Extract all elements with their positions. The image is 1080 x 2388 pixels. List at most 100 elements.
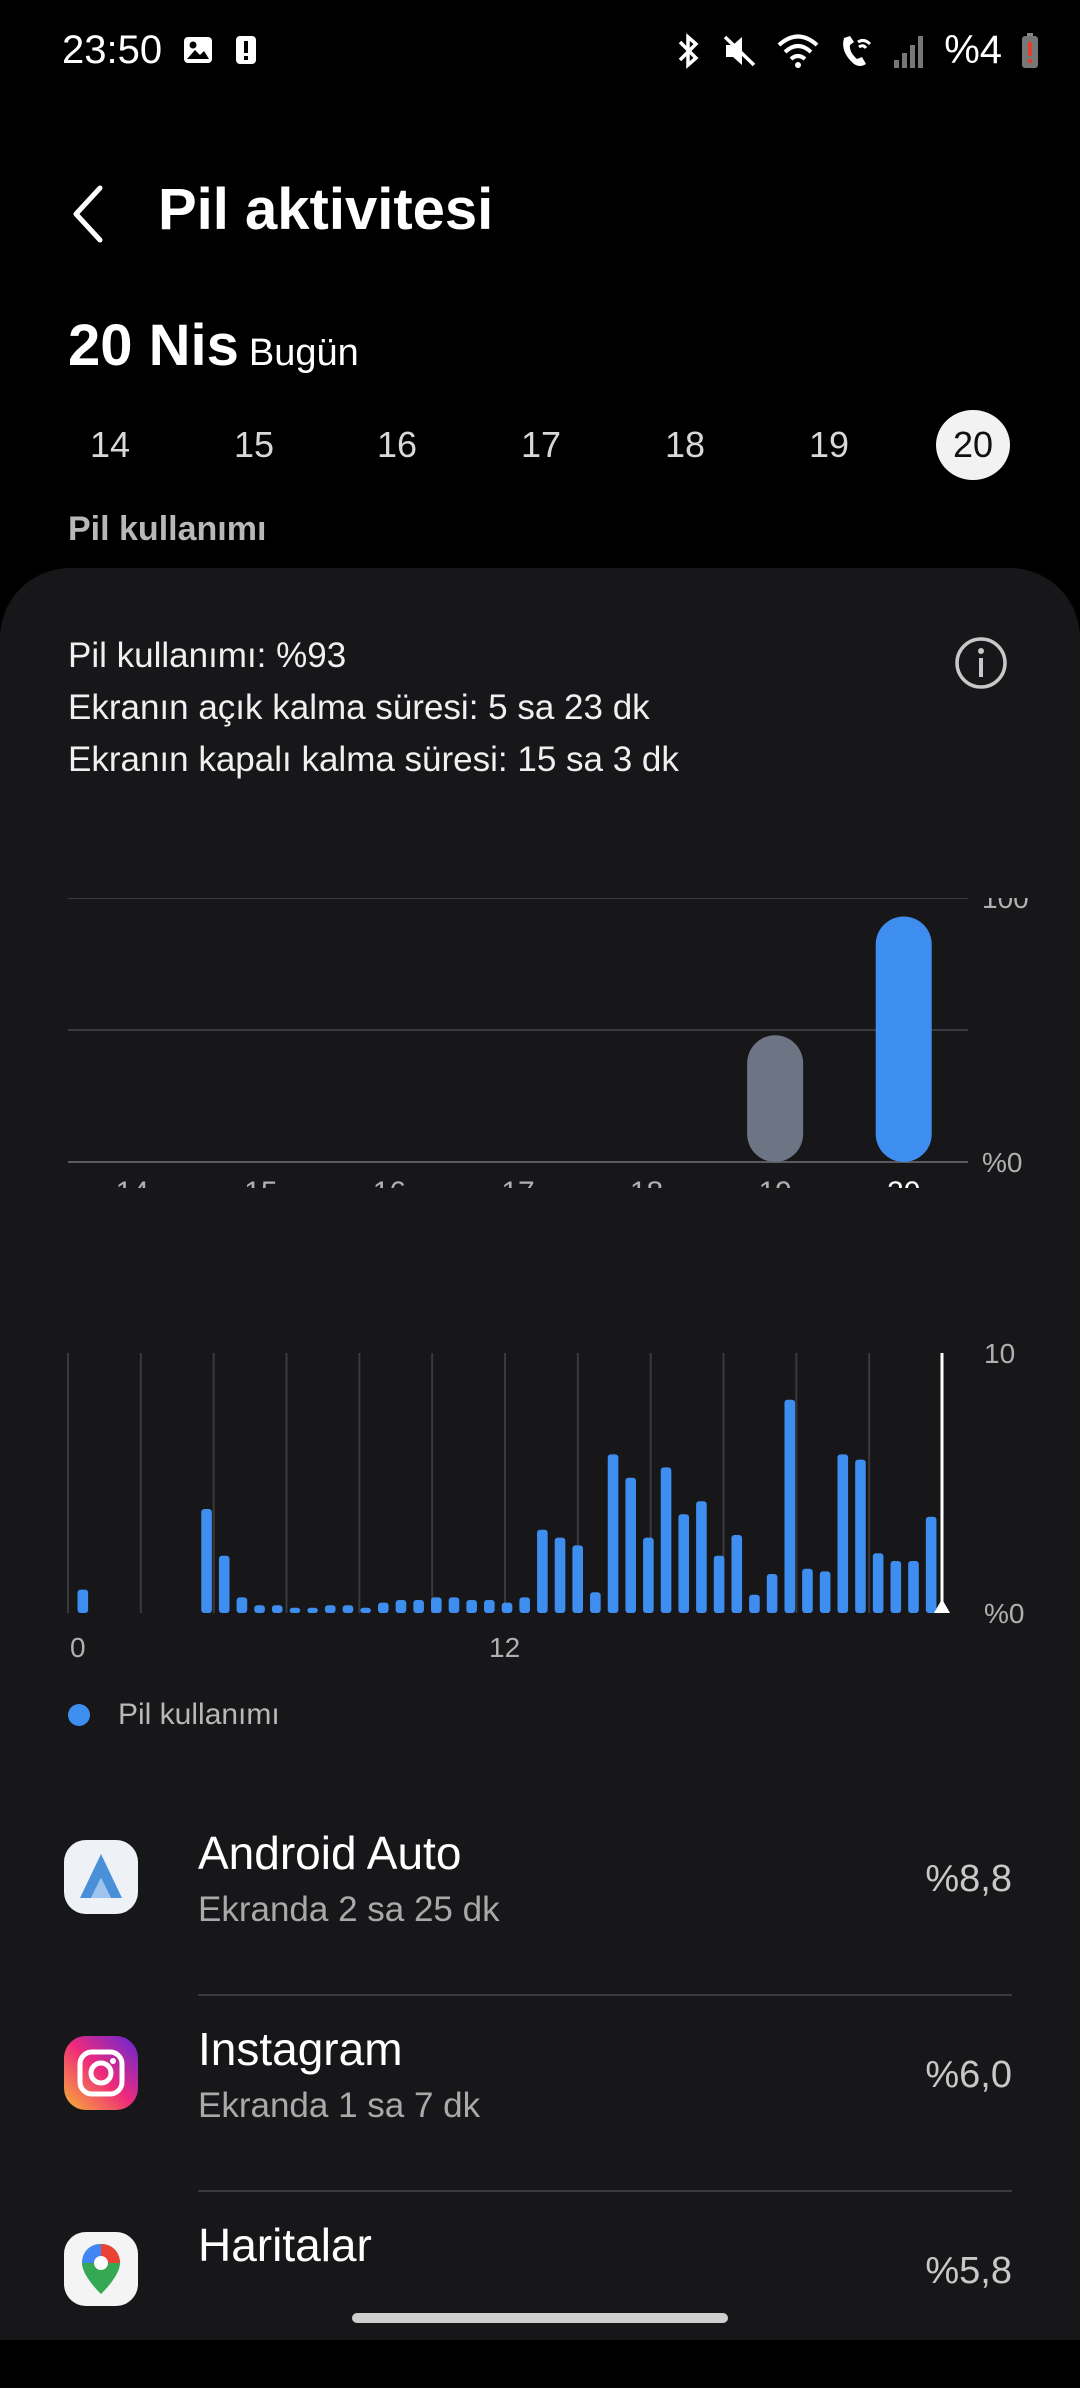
hourly-bar (519, 1597, 530, 1613)
page-title: Pil aktivitesi (158, 177, 494, 242)
section-label: Pil kullanımı (68, 510, 267, 548)
hourly-bar (77, 1589, 89, 1613)
divider (198, 2190, 1012, 2192)
current-time-triangle (934, 1599, 950, 1613)
app-name: Android Auto (198, 1827, 462, 1879)
x-tick-label: 17 (501, 1176, 534, 1188)
usage-summary: Pil kullanımı: %93 Ekranın açık kalma sü… (68, 630, 679, 786)
hourly-bar (413, 1600, 424, 1613)
app-row-instagram[interactable]: Instagram Ekranda 1 sa 7 dk %6,0 (0, 1996, 1080, 2192)
app-row-haritalar[interactable]: Haritalar %5,8 (0, 2192, 1080, 2388)
hourly-bar (554, 1537, 566, 1613)
app-percent: %6,0 (925, 2054, 1012, 2096)
info-icon[interactable] (954, 636, 1008, 690)
chart-legend: Pil kullanımı (68, 1698, 280, 1732)
hourly-bar (236, 1597, 248, 1613)
day-14[interactable]: 14 (89, 424, 131, 465)
wifi-call-icon (843, 35, 872, 66)
x-tick-label: 15 (244, 1176, 277, 1188)
battery-low-icon (1022, 32, 1038, 68)
hourly-bar (802, 1568, 813, 1613)
signal-icon (894, 35, 924, 68)
hourly-bar (837, 1454, 849, 1613)
day-17[interactable]: 17 (520, 424, 562, 465)
x-tick-label: 12 (489, 1632, 520, 1663)
instagram-icon (64, 2036, 138, 2110)
hourly-bar (643, 1537, 654, 1613)
android-auto-icon (64, 1840, 138, 1914)
screen-on-time: Ekranın açık kalma süresi: 5 sa 23 dk (68, 688, 650, 727)
hourly-bar (890, 1561, 902, 1613)
hourly-bar (766, 1574, 778, 1613)
day-15[interactable]: 15 (233, 424, 275, 465)
y-tick-label: %0 (984, 1598, 1024, 1629)
app-name: Haritalar (198, 2219, 372, 2271)
y-tick-label: %0 (982, 1147, 1022, 1178)
legend-dot (68, 1704, 90, 1726)
day-16[interactable]: 16 (376, 424, 418, 465)
hourly-bar (590, 1592, 601, 1613)
hourly-bar (731, 1535, 743, 1613)
hourly-bar (342, 1605, 354, 1613)
hourly-bar (431, 1597, 442, 1613)
x-tick-label: 19 (758, 1176, 791, 1188)
navigation-handle[interactable] (352, 2313, 728, 2323)
hourly-bar (201, 1509, 212, 1613)
x-tick-label: 18 (630, 1176, 663, 1188)
hourly-bar (855, 1459, 866, 1613)
day-selector: 14 15 16 17 18 19 20 (40, 410, 1040, 480)
screen-off-time: Ekranın kapalı kalma süresi: 15 sa 3 dk (68, 740, 679, 779)
status-time: 23:50 (62, 28, 163, 72)
alert-icon (236, 36, 256, 64)
hourly-bar (784, 1399, 796, 1613)
usage-card: Pil kullanımı: %93 Ekranın açık kalma sü… (0, 568, 1080, 2340)
legend-label: Pil kullanımı (118, 1698, 280, 1731)
hourly-bar (678, 1514, 690, 1613)
bluetooth-icon (678, 32, 699, 69)
hourly-bar (713, 1555, 725, 1613)
maps-icon (64, 2232, 138, 2306)
hourly-bar (872, 1553, 884, 1613)
hourly-bar (660, 1467, 672, 1613)
x-tick-label: 20 (887, 1176, 920, 1188)
app-name: Instagram (198, 2023, 403, 2075)
hourly-bar (289, 1607, 301, 1613)
hourly-bar (324, 1605, 336, 1613)
bar-20 (875, 916, 932, 1162)
app-screen-time: Ekranda 2 sa 25 dk (198, 1890, 500, 1929)
y-tick-label: 10 (984, 1338, 1015, 1369)
battery-percent: %4 (944, 28, 1002, 72)
date-main: 20 Nis (68, 313, 239, 378)
app-row-android-auto[interactable]: Android Auto Ekranda 2 sa 25 dk %8,8 (0, 1800, 1080, 1996)
hourly-bar (448, 1597, 460, 1613)
hourly-bar (696, 1501, 707, 1613)
hourly-bar (307, 1607, 318, 1613)
day-18[interactable]: 18 (664, 424, 706, 465)
x-tick-label: 0 (70, 1632, 86, 1663)
x-tick-label: 14 (116, 1176, 149, 1188)
app-percent: %5,8 (925, 2250, 1012, 2292)
hourly-bar (484, 1600, 495, 1613)
hourly-bar (749, 1594, 760, 1613)
status-bar: 23:50 (0, 0, 1080, 100)
date-sub: Bugün (248, 332, 359, 374)
back-arrow-icon[interactable] (68, 182, 108, 246)
hourly-bar (819, 1571, 831, 1613)
day-20[interactable]: 20 (936, 410, 1010, 480)
app-screen-time: Ekranda 1 sa 7 dk (198, 2086, 481, 2125)
hourly-bar (625, 1477, 637, 1613)
app-percent: %8,8 (925, 1858, 1012, 1900)
hourly-bar (271, 1605, 283, 1613)
divider (198, 1994, 1012, 1996)
hourly-bar (607, 1454, 619, 1613)
date-heading: 20 Nis Bugün (68, 312, 359, 379)
hourly-bar (395, 1600, 407, 1613)
hourly-bar (572, 1545, 583, 1613)
hourly-bar (466, 1600, 477, 1613)
hourly-bar (360, 1607, 371, 1613)
hourly-chart: 10 %0 0 12 (0, 1313, 1080, 1683)
mute-icon (723, 35, 756, 66)
day-19[interactable]: 19 (808, 424, 850, 465)
bar-19 (747, 1035, 804, 1162)
hourly-bar (537, 1529, 548, 1613)
